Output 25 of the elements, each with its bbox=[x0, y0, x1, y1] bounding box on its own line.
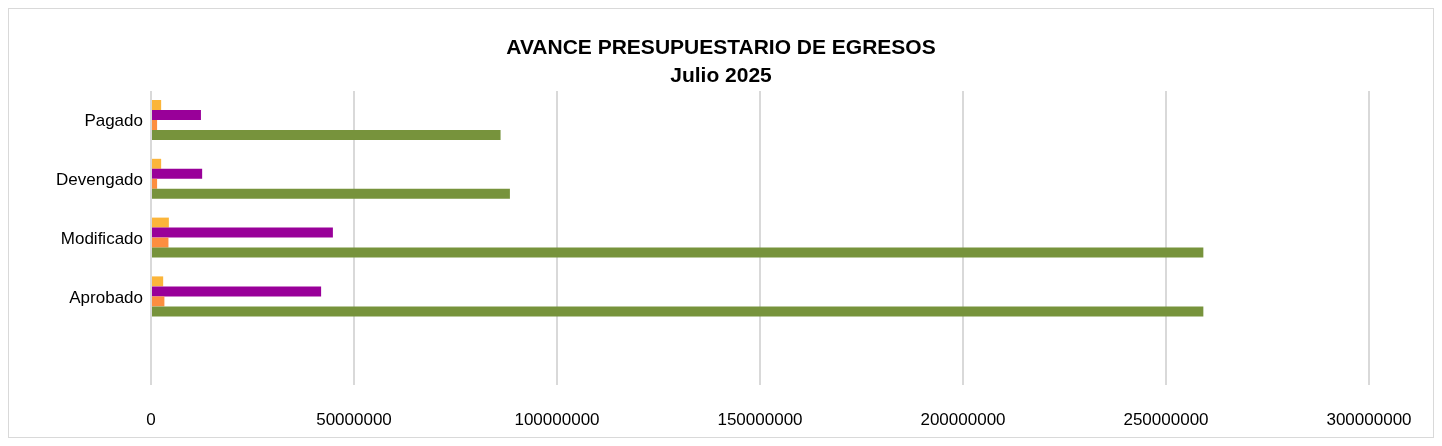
bar bbox=[151, 296, 165, 307]
x-tick-label: 250000000 bbox=[1123, 410, 1209, 430]
bar bbox=[151, 237, 169, 248]
x-tick-label: 150000000 bbox=[717, 410, 803, 430]
x-tick-label: 0 bbox=[146, 410, 156, 430]
bar bbox=[151, 276, 164, 287]
bar bbox=[151, 217, 169, 228]
bar bbox=[151, 110, 201, 120]
bar bbox=[151, 168, 203, 179]
chart-subtitle: Julio 2025 bbox=[669, 62, 773, 88]
y-tick-label: Pagado bbox=[84, 111, 143, 131]
y-tick-label: Aprobado bbox=[69, 287, 143, 307]
y-tick-label: Modificado bbox=[60, 229, 143, 249]
chart-title: AVANCE PRESUPUESTARIO DE EGRESOS bbox=[505, 34, 937, 60]
x-tick-label: 50000000 bbox=[316, 410, 392, 430]
bar bbox=[151, 130, 501, 140]
bar bbox=[151, 306, 1204, 317]
bar bbox=[151, 188, 510, 199]
x-tick-label: 300000000 bbox=[1326, 410, 1412, 430]
x-tick-label: 100000000 bbox=[514, 410, 600, 430]
bar bbox=[151, 286, 322, 297]
bar bbox=[151, 247, 1204, 258]
y-tick-label: Devengado bbox=[56, 170, 143, 190]
bar bbox=[151, 227, 333, 238]
x-tick-label: 200000000 bbox=[920, 410, 1006, 430]
